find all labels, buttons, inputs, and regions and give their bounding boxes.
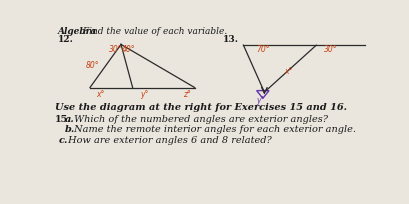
Text: y°: y° [255, 96, 263, 105]
Text: x°: x° [96, 90, 104, 99]
Text: Algebra: Algebra [57, 27, 97, 36]
Text: 15.: 15. [55, 114, 72, 123]
Text: 30°: 30° [323, 44, 337, 53]
Text: 30°: 30° [108, 44, 122, 53]
Text: Which of the numbered angles are exterior angles?: Which of the numbered angles are exterio… [71, 114, 328, 123]
Text: b.: b. [65, 125, 75, 134]
Text: Use the diagram at the right for Exercises 15 and 16.: Use the diagram at the right for Exercis… [55, 103, 346, 112]
Text: z°: z° [182, 90, 191, 99]
Text: 70°: 70° [255, 44, 269, 53]
Text: x°: x° [283, 67, 291, 75]
Text: 13.: 13. [223, 34, 239, 43]
Text: a.: a. [65, 114, 75, 123]
Text: Find the value of each variable.: Find the value of each variable. [80, 27, 227, 36]
Text: 80°: 80° [85, 61, 99, 69]
Text: 40°: 40° [121, 44, 135, 53]
Text: y°: y° [140, 90, 148, 99]
Text: 12.: 12. [57, 34, 73, 43]
Text: Name the remote interior angles for each exterior angle.: Name the remote interior angles for each… [71, 125, 355, 134]
Text: c.: c. [59, 136, 68, 145]
Text: How are exterior angles 6 and 8 related?: How are exterior angles 6 and 8 related? [65, 136, 271, 145]
